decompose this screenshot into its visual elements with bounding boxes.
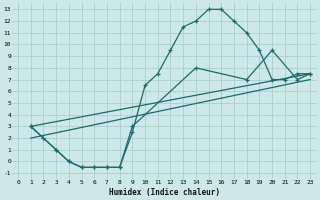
X-axis label: Humidex (Indice chaleur): Humidex (Indice chaleur) xyxy=(108,188,220,197)
